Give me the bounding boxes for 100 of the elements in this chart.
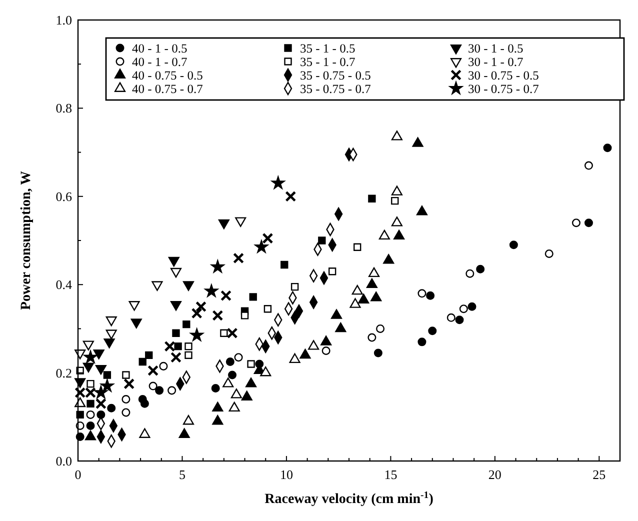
point <box>246 378 257 388</box>
point <box>572 218 580 228</box>
point <box>264 305 272 313</box>
legend-label: 35 - 1 - 0.7 <box>300 55 356 69</box>
point <box>262 232 274 244</box>
point <box>368 333 376 342</box>
point <box>446 313 456 322</box>
point <box>260 366 272 376</box>
point <box>391 216 402 226</box>
point <box>352 284 363 295</box>
point <box>226 358 234 366</box>
y-tick-label: 1.0 <box>56 12 72 28</box>
point <box>148 382 158 390</box>
point <box>428 326 437 336</box>
point <box>159 362 168 370</box>
point <box>184 351 192 359</box>
point <box>170 352 182 363</box>
point <box>122 371 130 379</box>
point <box>155 386 164 395</box>
point <box>241 390 252 400</box>
point <box>603 144 612 152</box>
point <box>182 415 194 425</box>
point <box>370 292 382 302</box>
point <box>233 252 244 264</box>
point <box>220 290 232 302</box>
point <box>416 206 428 216</box>
y-tick-label: 0.8 <box>56 100 72 116</box>
point <box>468 302 476 311</box>
point <box>107 404 116 412</box>
point <box>94 386 108 398</box>
point <box>354 243 362 251</box>
point <box>584 218 593 228</box>
point <box>191 308 202 319</box>
point <box>300 348 311 359</box>
point <box>222 378 234 388</box>
point <box>308 340 320 350</box>
point <box>509 240 518 250</box>
y-tick-label: 0.2 <box>56 365 72 380</box>
point <box>376 324 385 333</box>
point <box>378 230 390 240</box>
legend-label: 40 - 0.75 - 0.5 <box>132 68 203 82</box>
y-axis-title: Power consumption, W <box>19 170 34 310</box>
point <box>322 346 330 355</box>
point <box>228 402 240 412</box>
point <box>368 194 376 202</box>
point <box>86 410 95 419</box>
x-tick-label: 0 <box>74 467 82 482</box>
x-axis-title: Raceway velocity (cm min$^{-1}$) <box>264 490 434 507</box>
point <box>74 397 86 408</box>
legend-label: 35 - 0.75 - 0.5 <box>300 68 371 82</box>
point <box>174 342 182 350</box>
point <box>226 328 238 339</box>
point <box>335 322 346 332</box>
point <box>122 395 130 404</box>
point <box>140 399 149 408</box>
point <box>86 380 94 388</box>
point <box>86 421 95 430</box>
point <box>320 336 332 346</box>
point <box>247 360 255 368</box>
point <box>285 190 296 202</box>
point <box>212 310 224 321</box>
legend-label: 30 - 0.75 - 0.7 <box>468 82 539 96</box>
legend-label: 35 - 0.75 - 0.7 <box>300 82 371 96</box>
y-tick-label: 0.4 <box>56 277 72 292</box>
point <box>184 342 192 350</box>
point <box>95 398 106 410</box>
point <box>230 388 242 398</box>
point <box>212 402 224 412</box>
legend-label: 40 - 1 - 0.7 <box>132 55 188 69</box>
x-tick-label: 10 <box>280 467 293 482</box>
point <box>358 294 370 304</box>
point <box>391 196 399 205</box>
point <box>178 428 190 438</box>
point <box>228 370 237 380</box>
point <box>418 289 426 298</box>
point <box>103 371 112 379</box>
point <box>374 348 382 358</box>
point <box>412 137 424 147</box>
y-tick-label: 0.6 <box>56 188 72 204</box>
point <box>168 386 176 395</box>
x-tick-label: 15 <box>384 467 398 482</box>
point <box>426 291 435 300</box>
point <box>84 430 96 440</box>
point <box>211 384 220 392</box>
point <box>220 329 228 337</box>
x-tick-label: 5 <box>178 467 186 482</box>
point <box>280 260 288 269</box>
point <box>211 260 224 273</box>
legend-label: 40 - 0.75 - 0.7 <box>132 82 203 96</box>
point <box>418 338 426 346</box>
point <box>368 267 380 278</box>
point <box>366 278 378 288</box>
point <box>124 378 135 390</box>
x-tick-label: 25 <box>592 467 606 482</box>
point <box>584 161 593 170</box>
point <box>383 254 394 264</box>
point <box>391 130 402 140</box>
point <box>122 408 130 417</box>
point <box>328 268 336 276</box>
point <box>76 410 84 419</box>
